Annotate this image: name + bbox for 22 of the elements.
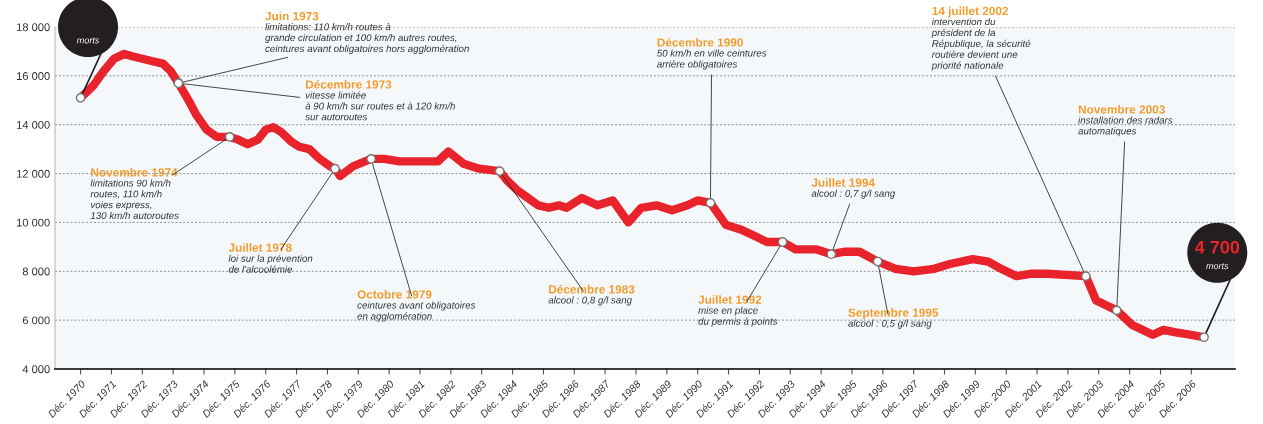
- y-tick-label: 4 000: [22, 365, 50, 374]
- y-tick-label: 16 000: [17, 72, 50, 80]
- annotation: Novembre 1974 limitations 90 km/h routes, 110 km/h voies express, 130 km/h autoroutes: [90, 167, 179, 220]
- y-tick-label: 10 000: [17, 218, 50, 227]
- annotation: 14 juillet 2002 intervention du président de la République, la sécurité routière devient une priorité nationale: [931, 6, 1031, 71]
- annotation: Décembre 1983 alcool : 0,8 g/l sang: [548, 284, 635, 306]
- annotation: Juillet 1992 mise en place du permis à points: [698, 295, 778, 327]
- annotation: Juillet 1994 alcool : 0,7 g/l sang: [811, 178, 896, 199]
- annotation: morts: [76, 37, 100, 44]
- annotation: 4 700 morts: [1194, 240, 1240, 270]
- y-tick-label: 6 000: [22, 316, 50, 325]
- y-tick-label: 12 000: [17, 169, 50, 178]
- annotation: Décembre 1973 vitesse limitée à 90 km/h sur routes et à 120 km/h sur autoroutes: [305, 79, 455, 121]
- annotation: Septembre 1995 alcool : 0,5 g/l sang: [848, 308, 939, 329]
- y-tick-label: 14 000: [17, 120, 50, 129]
- annotation: Juillet 1978 loi sur la prévention de l'alcoolémie: [228, 243, 313, 273]
- y-tick-label: 18 000: [17, 23, 50, 32]
- annotation: Octobre 1979 ceintures avant obligatoires en agglomération: [357, 290, 476, 322]
- annotation: Décembre 1990 50 km/h en ville ceintures arrière obligatoires: [657, 37, 767, 70]
- annotation: Juin 1973 limitations: 110 km/h routes à grande circulation et 100 km/h autres routes, ceintures avant obligatoires hors agglomération: [265, 11, 469, 54]
- annotation: Novembre 2003 installation des radars automatiques: [1078, 104, 1173, 137]
- y-tick-label: 8 000: [22, 267, 50, 276]
